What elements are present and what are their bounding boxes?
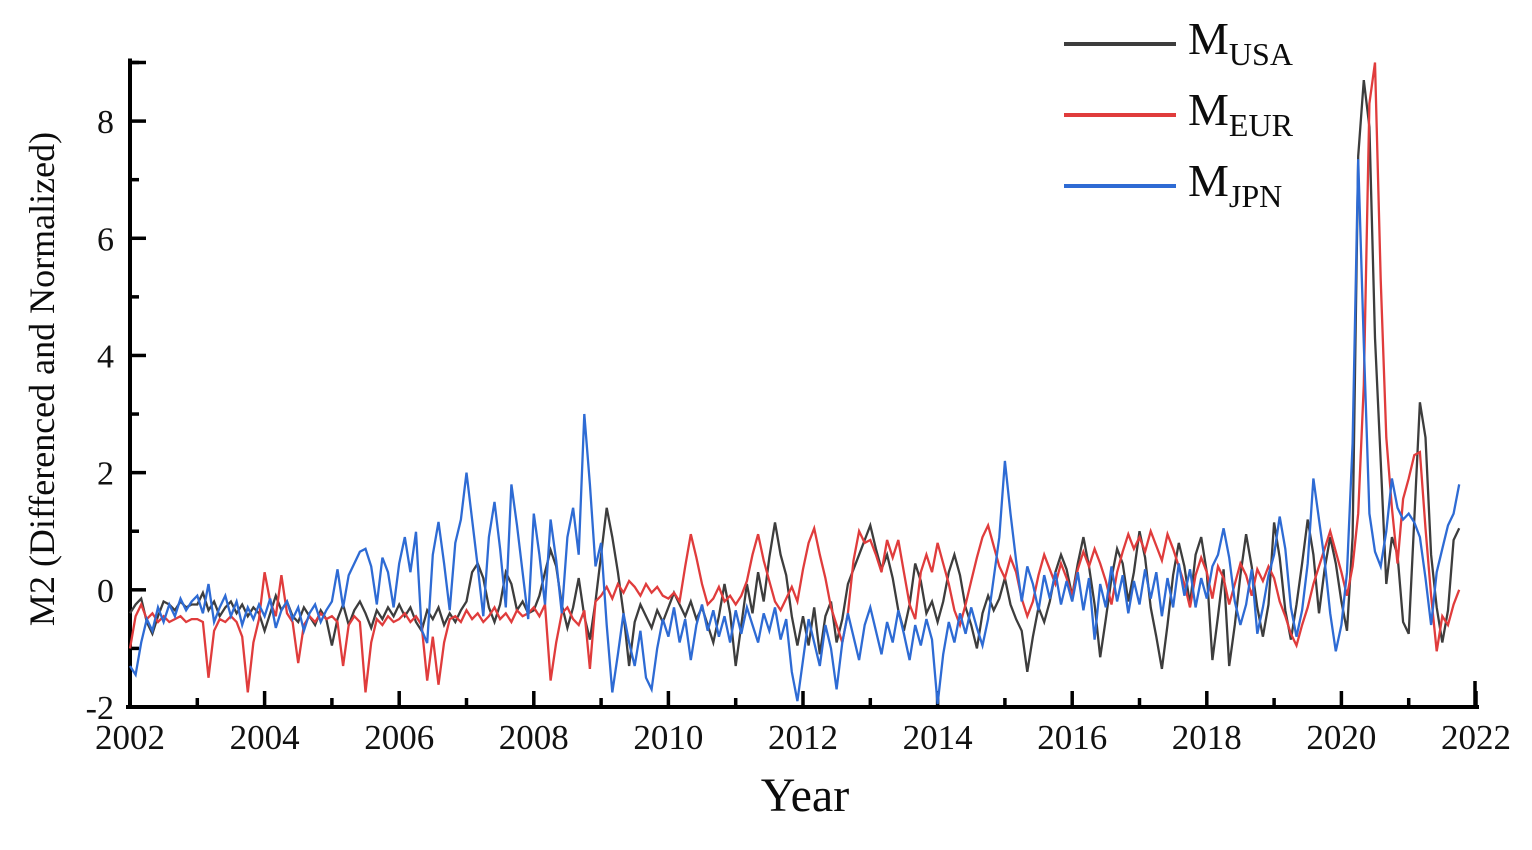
x-tick-label: 2014 <box>903 718 973 757</box>
x-tick-label: 2018 <box>1172 718 1242 757</box>
series-line-jpn <box>129 159 1461 705</box>
y-tick-label: 6 <box>97 221 114 258</box>
y-tick-label: 2 <box>97 456 114 493</box>
legend-item-eur: MEUR <box>1064 79 1293 150</box>
x-tick-label: 2020 <box>1306 718 1376 757</box>
x-tick-label: 2008 <box>499 718 569 757</box>
legend-item-usa: MUSA <box>1064 8 1293 79</box>
y-axis-title: M2 (Differenced and Normalized) <box>22 131 62 627</box>
legend-label-eur: MEUR <box>1188 84 1293 144</box>
x-tick-label: 2004 <box>230 718 300 757</box>
series-line-eur <box>128 62 1461 693</box>
legend: MUSA MEUR MJPN <box>1064 8 1293 221</box>
x-axis-title: Year <box>760 769 850 822</box>
y-tick-label: 4 <box>97 338 114 375</box>
x-tick-label: 2010 <box>633 718 703 757</box>
y-tick-label: -2 <box>86 690 114 727</box>
x-tick-label: 2002 <box>95 718 165 757</box>
y-tick-label: 8 <box>97 104 114 141</box>
legend-item-jpn: MJPN <box>1064 150 1293 221</box>
y-tick-label: 0 <box>97 573 114 610</box>
legend-label-jpn: MJPN <box>1188 155 1283 215</box>
x-tick-label: 2006 <box>364 718 434 757</box>
jpn-line-swatch <box>1064 183 1176 188</box>
legend-label-usa: MUSA <box>1188 13 1293 73</box>
series-line-usa <box>129 79 1461 672</box>
x-tick-label: 2016 <box>1037 718 1107 757</box>
eur-line-swatch <box>1064 112 1176 117</box>
usa-line-swatch <box>1064 41 1176 46</box>
x-tick-label: 2022 <box>1441 718 1511 757</box>
x-tick-label: 2012 <box>768 718 838 757</box>
